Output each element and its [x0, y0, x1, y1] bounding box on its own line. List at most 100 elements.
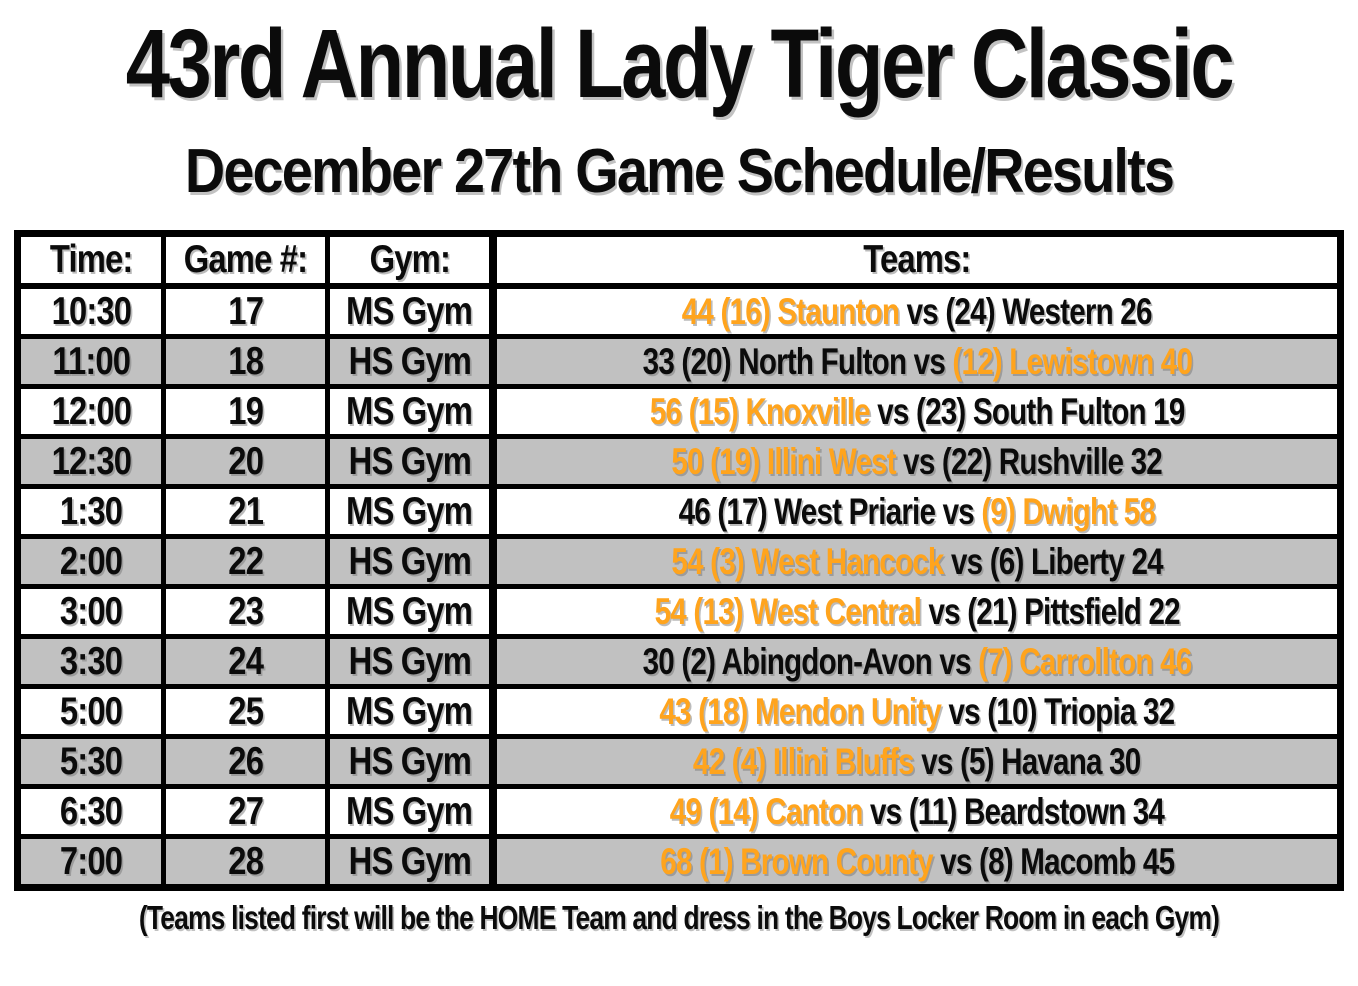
game-number-cell: 20 — [166, 438, 330, 484]
game-number-value: 27 — [228, 789, 264, 833]
losing-team-text: vs (21) Pittsfield 22 — [928, 590, 1180, 632]
time-value: 5:30 — [59, 739, 123, 783]
footer-note: (Teams listed first will be the HOME Tea… — [138, 898, 1220, 936]
time-value: 12:30 — [51, 439, 131, 483]
gym-value: MS Gym — [346, 489, 473, 533]
game-number-cell: 24 — [166, 638, 330, 684]
teams-result: 50 (19) Illini West vs (22) Rushville 32 — [672, 443, 1163, 480]
losing-team-text: vs (23) South Fulton 19 — [877, 390, 1185, 432]
gym-value: MS Gym — [346, 789, 473, 833]
losing-team-text: vs (11) Beardstown 34 — [870, 790, 1165, 832]
winning-team-text: (7) Carrollton 46 — [978, 640, 1192, 682]
teams-result: 30 (2) Abingdon-Avon vs (7) Carrollton 4… — [643, 640, 1193, 682]
losing-team-text: vs (5) Havana 30 — [921, 740, 1142, 782]
table-row: 3:30 24 HS Gym 30 (2) Abingdon-Avon vs (… — [21, 638, 1337, 689]
time-cell: 12:00 — [21, 388, 166, 434]
teams-result: 49 (14) Canton vs (11) Beardstown 34 — [669, 790, 1165, 832]
time-cell: 3:30 — [21, 638, 166, 684]
teams-cell: 54 (3) West Hancock vs (6) Liberty 24 — [497, 538, 1337, 584]
game-number-value: 26 — [228, 739, 264, 783]
time-value: 5:00 — [59, 689, 123, 733]
gym-cell: HS Gym — [330, 638, 497, 684]
time-cell: 3:00 — [21, 588, 166, 634]
time-value: 7:00 — [59, 839, 123, 883]
time-value: 1:30 — [59, 489, 123, 533]
time-cell: 5:00 — [21, 688, 166, 734]
losing-team-text: vs (6) Liberty 24 — [950, 540, 1164, 582]
teams-result: 46 (17) West Priarie vs (9) Dwight 58 — [679, 493, 1156, 530]
time-cell: 11:00 — [21, 338, 166, 384]
gym-value: HS Gym — [348, 439, 471, 483]
game-number-cell: 22 — [166, 538, 330, 584]
teams-cell: 30 (2) Abingdon-Avon vs (7) Carrollton 4… — [497, 638, 1337, 684]
header-teams-label: Teams: — [863, 238, 971, 282]
table-row: 12:00 19 MS Gym 56 (15) Knoxville vs (23… — [21, 388, 1337, 439]
page-title: 43rd Annual Lady Tiger Classic — [125, 9, 1235, 118]
gym-value: HS Gym — [348, 739, 471, 783]
time-cell: 2:00 — [21, 538, 166, 584]
time-cell: 12:30 — [21, 438, 166, 484]
gym-cell: MS Gym — [330, 688, 497, 734]
schedule-table: Time: Game #: Gym: Teams: 10:30 17 MS Gy… — [14, 229, 1344, 891]
game-number-value: 17 — [228, 289, 264, 333]
game-number-cell: 26 — [166, 738, 330, 784]
winning-team-text: 42 (4) Illini Bluffs — [693, 740, 922, 782]
winning-team-text: 68 (1) Brown County — [659, 840, 941, 882]
gym-cell: MS Gym — [330, 788, 497, 834]
losing-team-text: 33 (20) North Fulton vs — [642, 340, 952, 382]
winning-team-text: 54 (3) West Hancock — [671, 540, 951, 582]
game-number-cell: 18 — [166, 338, 330, 384]
time-cell: 6:30 — [21, 788, 166, 834]
table-row: 5:00 25 MS Gym 43 (18) Mendon Unity vs (… — [21, 688, 1337, 739]
winning-team-text: 50 (19) Illini West — [671, 440, 904, 482]
gym-cell: MS Gym — [330, 288, 497, 334]
game-number-value: 18 — [228, 339, 264, 383]
teams-cell: 50 (19) Illini West vs (22) Rushville 32 — [497, 438, 1337, 484]
gym-value: MS Gym — [346, 389, 473, 433]
game-number-value: 21 — [228, 489, 264, 533]
gym-value: MS Gym — [346, 289, 473, 333]
table-row: 11:00 18 HS Gym 33 (20) North Fulton vs … — [21, 338, 1337, 389]
teams-cell: 68 (1) Brown County vs (8) Macomb 45 — [497, 838, 1337, 884]
time-value: 11:00 — [52, 339, 131, 383]
winning-team-text: 49 (14) Canton — [669, 790, 871, 832]
game-number-value: 25 — [228, 689, 264, 733]
header-cell-time: Time: — [21, 236, 166, 283]
gym-value: HS Gym — [348, 839, 471, 883]
losing-team-text: vs (22) Rushville 32 — [903, 440, 1164, 482]
game-number-value: 24 — [228, 639, 264, 683]
header-cell-gym: Gym: — [330, 236, 497, 283]
header-cell-game-number: Game #: — [166, 236, 330, 283]
losing-team-text: 46 (17) West Priarie vs — [678, 490, 982, 532]
losing-team-text: vs (8) Macomb 45 — [940, 840, 1175, 882]
time-value: 2:00 — [59, 539, 123, 583]
game-number-value: 23 — [228, 589, 264, 633]
teams-cell: 56 (15) Knoxville vs (23) South Fulton 1… — [497, 388, 1337, 434]
table-row: 2:00 22 HS Gym 54 (3) West Hancock vs (6… — [21, 538, 1337, 589]
table-row: 10:30 17 MS Gym 44 (16) Staunton vs (24)… — [21, 288, 1337, 339]
game-number-cell: 17 — [166, 288, 330, 334]
winning-team-text: 54 (13) West Central — [654, 590, 929, 632]
teams-cell: 44 (16) Staunton vs (24) Western 26 — [497, 288, 1337, 334]
table-row: 6:30 27 MS Gym 49 (14) Canton vs (11) Be… — [21, 788, 1337, 839]
winning-team-text: (9) Dwight 58 — [981, 490, 1156, 532]
gym-cell: MS Gym — [330, 488, 497, 534]
table-row: 7:00 28 HS Gym 68 (1) Brown County vs (8… — [21, 838, 1337, 884]
game-number-cell: 19 — [166, 388, 330, 434]
teams-result: 56 (15) Knoxville vs (23) South Fulton 1… — [650, 393, 1185, 430]
table-row: 1:30 21 MS Gym 46 (17) West Priarie vs (… — [21, 488, 1337, 539]
winning-team-text: (12) Lewistown 40 — [951, 340, 1193, 382]
teams-result: 68 (1) Brown County vs (8) Macomb 45 — [659, 840, 1175, 882]
table-row: 12:30 20 HS Gym 50 (19) Illini West vs (… — [21, 438, 1337, 489]
teams-result: 44 (16) Staunton vs (24) Western 26 — [682, 293, 1153, 330]
teams-cell: 46 (17) West Priarie vs (9) Dwight 58 — [497, 488, 1337, 534]
table-row: 5:30 26 HS Gym 42 (4) Illini Bluffs vs (… — [21, 738, 1337, 789]
teams-result: 54 (13) West Central vs (21) Pittsfield … — [654, 590, 1180, 632]
time-value: 12:00 — [51, 389, 131, 433]
schedule-page: { "page": { "title": "43rd Annual Lady T… — [0, 9, 1358, 986]
teams-result: 33 (20) North Fulton vs (12) Lewistown 4… — [642, 340, 1193, 382]
gym-value: HS Gym — [348, 639, 471, 683]
time-value: 6:30 — [59, 789, 123, 833]
page-subtitle: December 27th Game Schedule/Results — [184, 136, 1175, 206]
game-number-cell: 21 — [166, 488, 330, 534]
